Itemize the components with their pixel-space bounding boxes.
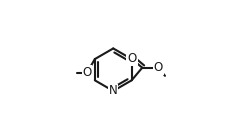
Text: N: N [127,53,136,66]
Text: O: O [154,61,163,74]
Text: O: O [82,66,92,79]
Text: N: N [109,84,118,97]
Text: O: O [128,52,137,65]
